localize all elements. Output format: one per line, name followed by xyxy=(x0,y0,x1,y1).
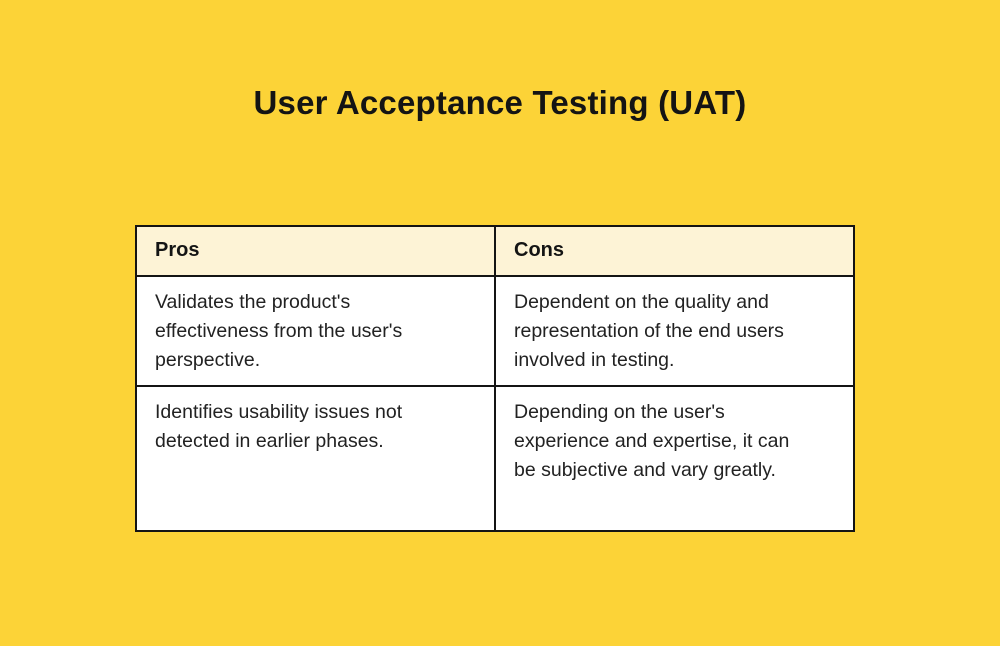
page-title: User Acceptance Testing (UAT) xyxy=(253,84,747,121)
table-row: Validates the product's effectiveness fr… xyxy=(135,275,855,387)
table-header-row: Pros Cons xyxy=(135,225,855,277)
cell-cons-row2: Depending on the user's experience and e… xyxy=(494,385,855,532)
header-cell-pros: Pros xyxy=(135,225,496,277)
table-row: Identifies usability issues not detected… xyxy=(135,385,855,532)
cell-pros-row1: Validates the product's effectiveness fr… xyxy=(135,275,496,387)
cell-cons-row1: Dependent on the quality and representat… xyxy=(494,275,855,387)
cell-pros-row2: Identifies usability issues not detected… xyxy=(135,385,496,532)
header-cell-cons: Cons xyxy=(494,225,855,277)
pros-cons-table: Pros Cons Validates the product's effect… xyxy=(135,225,855,532)
